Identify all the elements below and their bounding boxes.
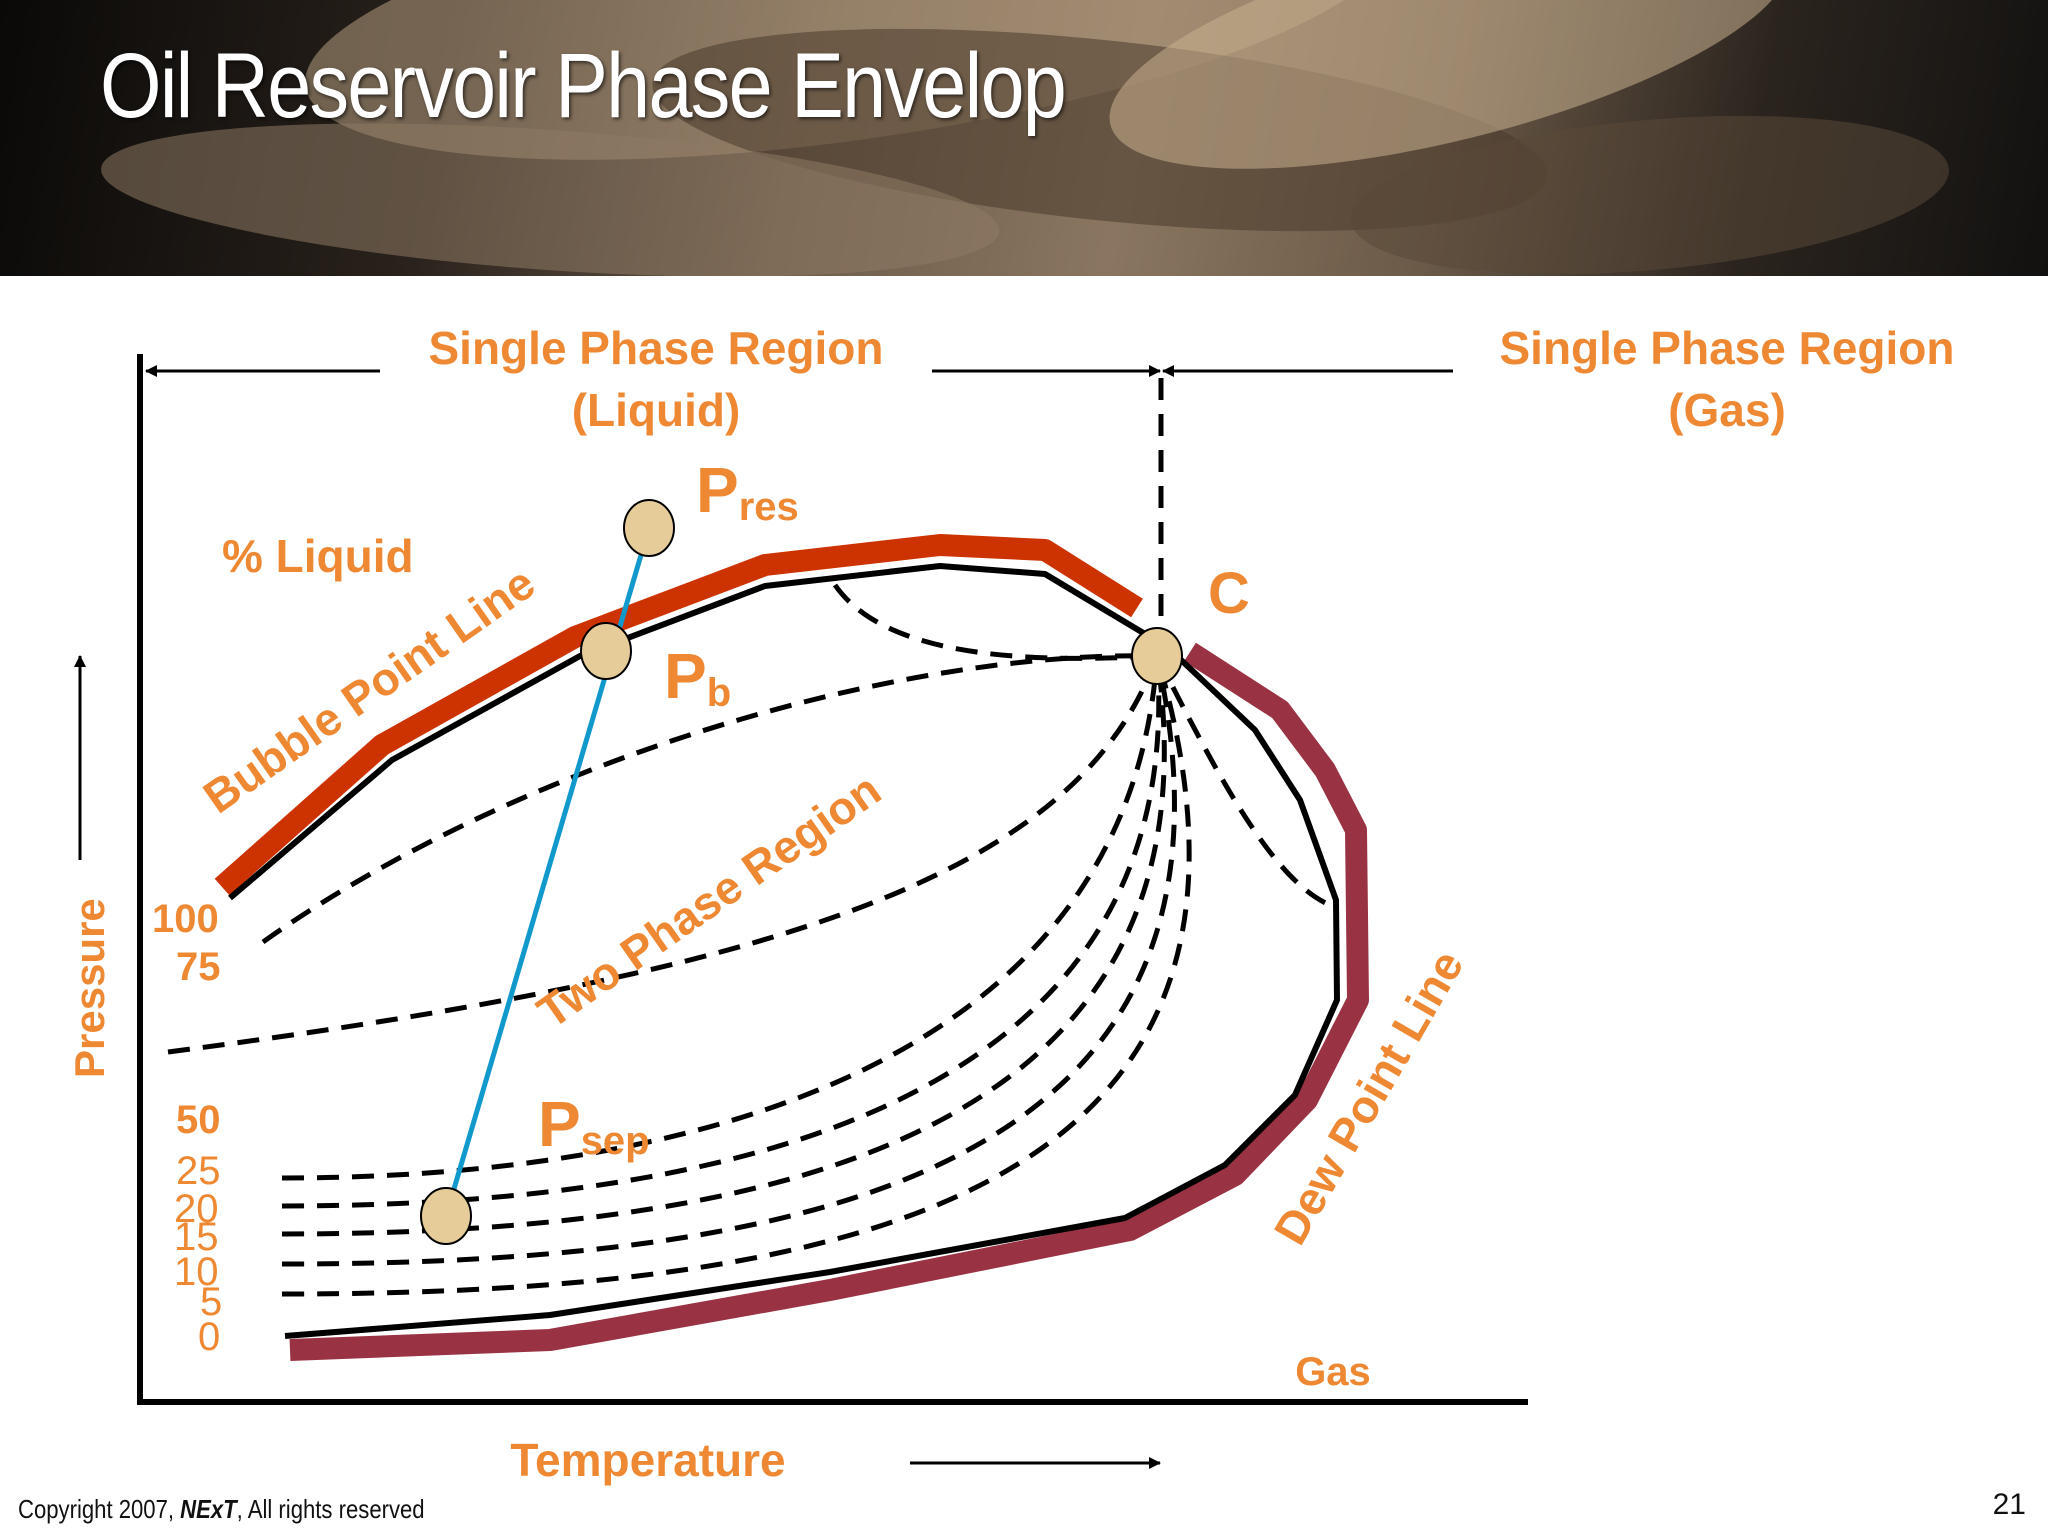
p-b-subscript: b — [707, 671, 731, 715]
gas-region-label: Single Phase Region — [1500, 322, 1955, 374]
quality-line-50 — [167, 655, 1160, 1055]
quality-label-0: 0 — [198, 1315, 220, 1359]
quality-line-20 — [281, 655, 1162, 1209]
slide-title: Oil Reservoir Phase Envelop — [100, 35, 1067, 137]
quality-line-75 — [261, 653, 1158, 945]
header-banner: Oil Reservoir Phase Envelop — [0, 0, 2048, 276]
p-b-main: P — [664, 640, 707, 712]
quality-line-interior — [832, 583, 1158, 661]
quality-line-25 — [281, 655, 1160, 1181]
quality-label-10: 10 — [174, 1250, 219, 1294]
quality-label-100: 100 — [152, 897, 219, 941]
quality-label-20: 20 — [174, 1187, 219, 1231]
p-res-subscript: res — [739, 485, 799, 529]
quality-label-5: 5 — [200, 1280, 222, 1324]
copyright-prefix: Copyright 2007, — [18, 1494, 181, 1524]
dew-point-thick-line — [289, 642, 1369, 1361]
percent-liquid-label: % Liquid — [222, 530, 414, 582]
pressure-axis-label: Pressure — [66, 898, 113, 1078]
p-sep-subscript: sep — [581, 1119, 650, 1163]
p-b-point — [580, 622, 632, 680]
temperature-axis-label: Temperature — [510, 1434, 785, 1486]
quality-line-10 — [281, 655, 1177, 1267]
gas-region-sublabel: (Gas) — [1668, 384, 1786, 436]
quality-label-15: 15 — [174, 1215, 219, 1259]
bubble-point-thick-line — [214, 534, 1143, 896]
bubble-point-edge-line — [228, 563, 1157, 901]
p-sep-point — [420, 1187, 472, 1245]
copyright-suffix: , All rights reserved — [236, 1494, 425, 1524]
quality-line-5 — [281, 655, 1192, 1297]
quality-line-interior — [1154, 654, 1331, 908]
dew-point-edge-line — [284, 637, 1340, 1339]
critical-point — [1131, 627, 1183, 685]
copyright-notice: Copyright 2007, NExT, All rights reserve… — [18, 1494, 425, 1525]
p-b-label: Pb — [664, 640, 731, 715]
quality-label-25: 25 — [176, 1149, 221, 1193]
critical-point-label: C — [1208, 561, 1250, 626]
p-sep-label: Psep — [538, 1088, 650, 1163]
p-res-main: P — [696, 454, 739, 526]
gas-label: Gas — [1295, 1350, 1371, 1394]
two-phase-region-label: Two Phase Region — [528, 763, 890, 1038]
p-res-point — [623, 499, 675, 557]
quality-label-75: 75 — [176, 945, 221, 989]
page-number: 21 — [1992, 1488, 2026, 1521]
quality-label-50: 50 — [176, 1098, 221, 1142]
brand-logo-text: NExT — [180, 1494, 237, 1524]
p-res-label: Pres — [696, 454, 799, 529]
liquid-region-sublabel: (Liquid) — [572, 384, 741, 436]
quality-line-15 — [281, 655, 1167, 1237]
liquid-region-label: Single Phase Region — [429, 322, 884, 374]
p-sep-main: P — [538, 1088, 581, 1160]
